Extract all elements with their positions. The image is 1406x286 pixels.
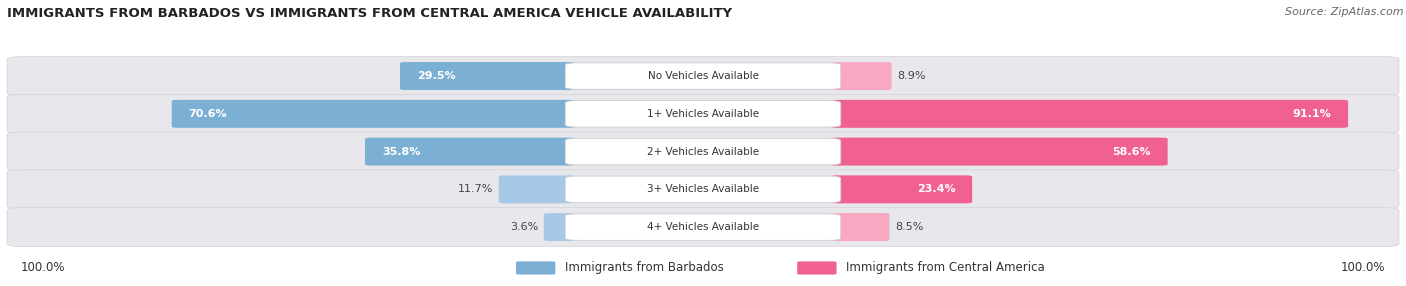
Text: 8.5%: 8.5% (896, 222, 924, 232)
FancyBboxPatch shape (7, 94, 1399, 133)
FancyBboxPatch shape (7, 57, 1399, 96)
Text: Source: ZipAtlas.com: Source: ZipAtlas.com (1285, 7, 1403, 17)
FancyBboxPatch shape (831, 175, 972, 203)
FancyBboxPatch shape (831, 138, 1167, 166)
FancyBboxPatch shape (565, 138, 841, 165)
FancyBboxPatch shape (7, 132, 1399, 171)
FancyBboxPatch shape (399, 62, 575, 90)
Text: 100.0%: 100.0% (1340, 261, 1385, 275)
Text: 3+ Vehicles Available: 3+ Vehicles Available (647, 184, 759, 194)
Text: 29.5%: 29.5% (416, 71, 456, 81)
Text: 35.8%: 35.8% (382, 147, 420, 156)
FancyBboxPatch shape (797, 261, 837, 275)
Text: IMMIGRANTS FROM BARBADOS VS IMMIGRANTS FROM CENTRAL AMERICA VEHICLE AVAILABILITY: IMMIGRANTS FROM BARBADOS VS IMMIGRANTS F… (7, 7, 733, 20)
Text: No Vehicles Available: No Vehicles Available (648, 71, 758, 81)
Text: 58.6%: 58.6% (1112, 147, 1150, 156)
FancyBboxPatch shape (7, 170, 1399, 209)
Text: 8.9%: 8.9% (897, 71, 925, 81)
Text: 70.6%: 70.6% (188, 109, 228, 119)
FancyBboxPatch shape (831, 213, 890, 241)
FancyBboxPatch shape (565, 63, 841, 89)
FancyBboxPatch shape (831, 100, 1348, 128)
Text: 2+ Vehicles Available: 2+ Vehicles Available (647, 147, 759, 156)
FancyBboxPatch shape (565, 101, 841, 127)
Text: 100.0%: 100.0% (21, 261, 66, 275)
FancyBboxPatch shape (565, 176, 841, 202)
FancyBboxPatch shape (7, 208, 1399, 247)
Text: 91.1%: 91.1% (1292, 109, 1331, 119)
FancyBboxPatch shape (366, 138, 575, 166)
Text: 4+ Vehicles Available: 4+ Vehicles Available (647, 222, 759, 232)
FancyBboxPatch shape (565, 214, 841, 240)
Text: 11.7%: 11.7% (458, 184, 494, 194)
FancyBboxPatch shape (172, 100, 575, 128)
Text: 1+ Vehicles Available: 1+ Vehicles Available (647, 109, 759, 119)
Text: Immigrants from Central America: Immigrants from Central America (846, 261, 1045, 275)
FancyBboxPatch shape (516, 261, 555, 275)
Text: 23.4%: 23.4% (917, 184, 955, 194)
Text: 3.6%: 3.6% (510, 222, 538, 232)
FancyBboxPatch shape (544, 213, 575, 241)
Text: Immigrants from Barbados: Immigrants from Barbados (565, 261, 724, 275)
FancyBboxPatch shape (831, 62, 891, 90)
FancyBboxPatch shape (499, 175, 575, 203)
